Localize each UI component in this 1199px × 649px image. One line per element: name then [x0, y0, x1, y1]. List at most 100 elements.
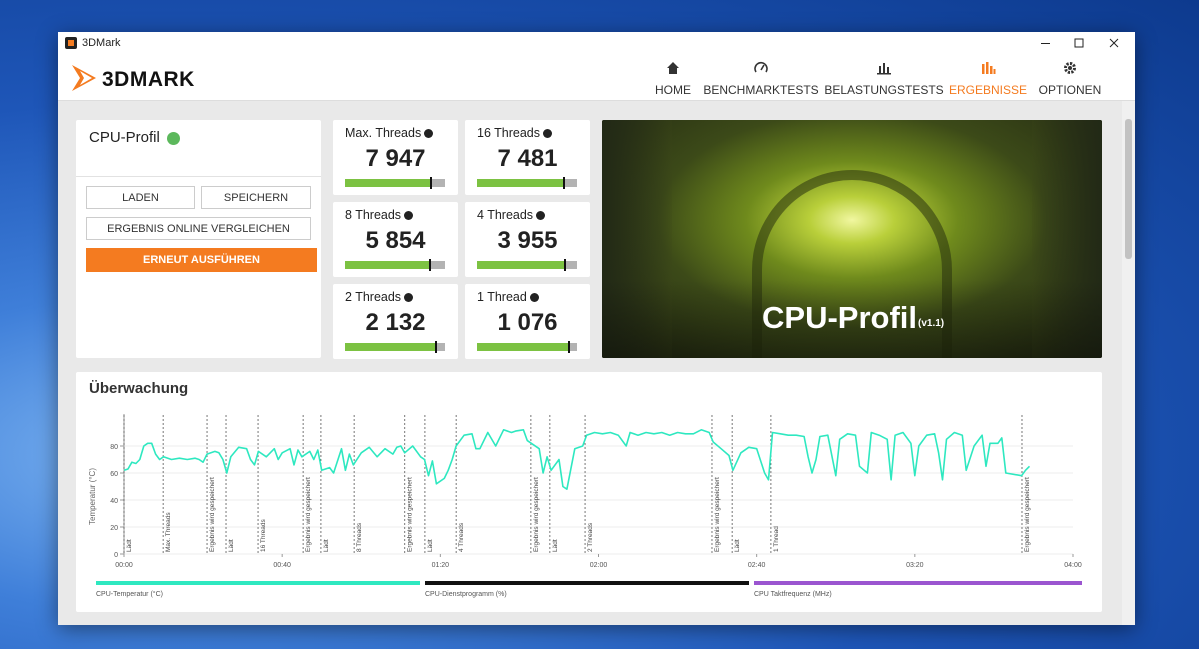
- score-card: Max. Threads 7 947: [333, 120, 458, 195]
- event-label: Lädt: [734, 539, 741, 552]
- maximize-button[interactable]: [1074, 38, 1084, 48]
- info-icon[interactable]: [529, 293, 539, 302]
- score-label: 2 Threads: [345, 290, 414, 304]
- scrollbar[interactable]: [1122, 101, 1135, 625]
- y-tick-label: 0: [114, 552, 118, 559]
- close-button[interactable]: [1109, 38, 1119, 48]
- x-tick-label: 04:00: [1064, 562, 1082, 569]
- event-label: Ergebnis wird gespeichert: [305, 477, 312, 552]
- profile-panel: CPU-Profil LADEN SPEICHERN ERGEBNIS ONLI…: [76, 120, 321, 358]
- hero-version: (v1.1): [918, 318, 945, 329]
- legend-label: CPU-Temperatur (°C): [96, 590, 163, 598]
- app-window: 3DMark 3DMARK HOME BENCHMARKTESTS BELASTUN…: [58, 32, 1135, 625]
- logo-chevron-inner: [80, 71, 92, 85]
- y-tick-label: 60: [110, 471, 118, 478]
- score-label: 1 Thread: [477, 290, 539, 304]
- success-check: [167, 132, 180, 145]
- x-tick-label: 02:00: [590, 562, 608, 569]
- event-label: Lädt: [126, 539, 133, 552]
- event-label: Ergebnis wird gespeichert: [1024, 477, 1031, 552]
- nav-label: BENCHMARKTESTS: [703, 83, 819, 97]
- nav-icon-glyph: [667, 62, 679, 74]
- info-icon[interactable]: [543, 129, 553, 138]
- score-card: 1 Thread 1 076: [465, 284, 590, 359]
- score-value: 7 947: [365, 145, 426, 172]
- nav-icon-glyph: [982, 62, 996, 74]
- legend-bar: [96, 581, 420, 585]
- logo[interactable]: 3DMARK: [70, 59, 240, 97]
- score-card: 16 Threads 7 481: [465, 120, 590, 195]
- score-bar-track: [477, 259, 577, 271]
- app-icon-mark: [68, 40, 74, 46]
- score-bar: [345, 343, 436, 351]
- score-card: 4 Threads 3 955: [465, 202, 590, 277]
- score-label-text: 16 Threads: [477, 126, 541, 140]
- scrollbar-thumb[interactable]: [1125, 119, 1132, 259]
- score-label-text: 2 Threads: [345, 290, 402, 304]
- save-button[interactable]: SPEICHERN: [201, 186, 311, 209]
- run-again-button[interactable]: ERNEUT AUSFÜHREN: [86, 248, 317, 272]
- info-icon[interactable]: [536, 211, 546, 220]
- score-bar-track: [477, 341, 577, 353]
- score-value: 7 481: [497, 145, 558, 172]
- title-bar: 3DMark: [58, 32, 1135, 55]
- score-value: 5 854: [365, 227, 426, 254]
- info-icon[interactable]: [404, 293, 414, 302]
- legend-label: CPU-Dienstprogramm (%): [425, 591, 507, 598]
- legend-bar: [425, 581, 749, 585]
- nav-item[interactable]: ERGEBNISSE: [928, 60, 1048, 98]
- event-label: Lädt: [427, 539, 434, 552]
- x-tick-label: 00:40: [273, 562, 291, 569]
- compare-online-button[interactable]: ERGEBNIS ONLINE VERGLEICHEN: [86, 217, 311, 240]
- score-label-text: 4 Threads: [477, 208, 534, 222]
- score-marker: [568, 341, 570, 353]
- nav-item[interactable]: BELASTUNGSTESTS: [824, 60, 944, 98]
- event-label: 2 Threads: [587, 522, 594, 552]
- score-label-text: 8 Threads: [345, 208, 402, 222]
- hero-pillar-left: [602, 120, 672, 358]
- nav-label: HOME: [655, 83, 691, 97]
- nav-label: BELASTUNGSTESTS: [824, 83, 944, 97]
- load-button[interactable]: LADEN: [86, 186, 195, 209]
- window-controls: [1041, 38, 1119, 48]
- score-value: 3 955: [497, 227, 558, 254]
- score-marker: [430, 177, 432, 189]
- score-bar: [345, 261, 430, 269]
- score-value: 2 132: [365, 309, 426, 336]
- score-card: 2 Threads 2 132: [333, 284, 458, 359]
- score-bar: [477, 179, 564, 187]
- y-tick-label: 80: [110, 444, 118, 451]
- score-label: Max. Threads: [345, 126, 434, 140]
- x-tick-label: 02:40: [748, 562, 766, 569]
- info-icon[interactable]: [424, 129, 434, 138]
- hero-title: CPU-Profil: [762, 300, 917, 335]
- nav-item[interactable]: HOME: [613, 60, 733, 98]
- score-value: 1 076: [497, 309, 558, 336]
- nav-item[interactable]: OPTIONEN: [1010, 60, 1130, 98]
- score-bar: [477, 343, 569, 351]
- score-marker: [435, 341, 437, 353]
- monitoring-panel: Überwachung 0 20 40 60 80 Temperatur (°C) 00:0…: [76, 372, 1102, 612]
- event-label: Lädt: [552, 539, 559, 552]
- event-label: Lädt: [323, 539, 330, 552]
- score-label-text: Max. Threads: [345, 126, 422, 140]
- nav-icon: [665, 60, 681, 76]
- score-card: 8 Threads 5 854: [333, 202, 458, 277]
- profile-title: CPU-Profil: [89, 129, 160, 146]
- event-label: Lädt: [228, 539, 235, 552]
- nav-icon: [980, 60, 996, 76]
- nav-item[interactable]: BENCHMARKTESTS: [701, 60, 821, 98]
- score-bar-track: [345, 341, 445, 353]
- window-title: 3DMark: [82, 37, 121, 49]
- hero-shade: [602, 280, 1102, 358]
- score-bar-track: [477, 177, 577, 189]
- info-icon[interactable]: [404, 211, 414, 220]
- x-tick-label: 03:20: [906, 562, 924, 569]
- event-label: Ergebnis wird gespeichert: [407, 477, 414, 552]
- event-label: Ergebnis wird gespeichert: [714, 477, 721, 552]
- event-label: Ergebnis wird gespeichert: [533, 477, 540, 552]
- score-label: 16 Threads: [477, 126, 553, 140]
- y-tick-label: 20: [110, 525, 118, 532]
- score-bar-track: [345, 177, 445, 189]
